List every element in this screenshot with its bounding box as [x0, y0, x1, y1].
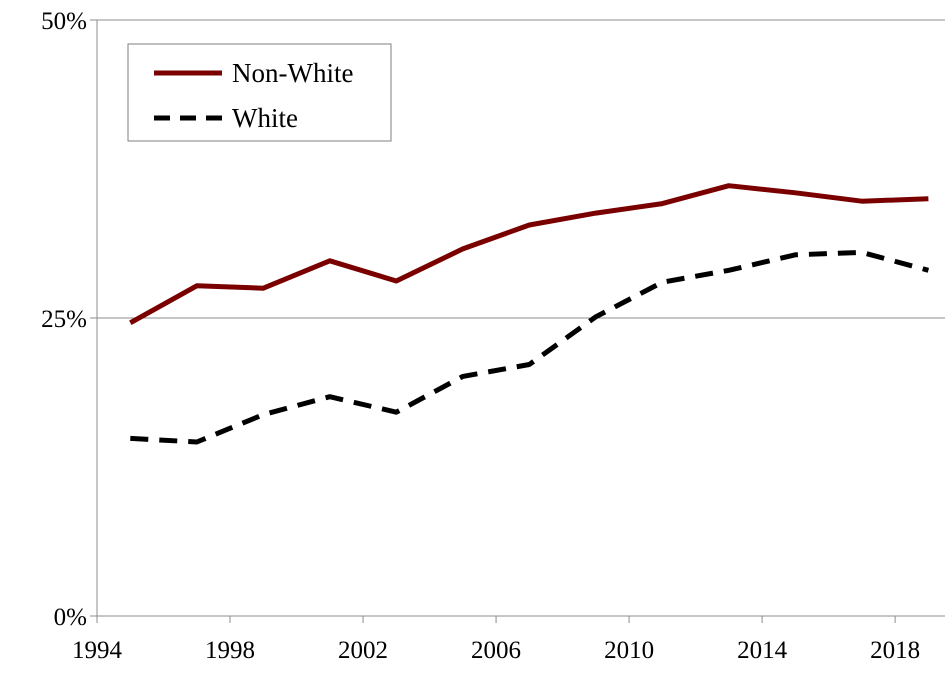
x-tick-label: 2002	[338, 637, 388, 664]
x-tick-label: 1998	[205, 637, 255, 664]
legend-box	[127, 43, 392, 142]
x-tick-label: 2014	[737, 637, 788, 664]
axes: 0% 25% 50% 1994 1998 2002 2006 2010 2014 2018	[41, 8, 945, 664]
x-tick-label: 1994	[72, 637, 123, 664]
y-tick-label: 0%	[54, 604, 87, 631]
series-line-white	[130, 249, 930, 445]
series	[129, 183, 930, 445]
x-tick-label: 2018	[870, 637, 920, 664]
x-tick-label: 2010	[604, 637, 654, 664]
y-tick-label: 50%	[41, 8, 87, 35]
legend-label-non-white: Non-White	[232, 58, 353, 88]
y-tick-label: 25%	[41, 306, 87, 333]
legend-label-white: White	[232, 103, 298, 133]
series-line-non-white	[129, 183, 929, 325]
x-tick-label: 2006	[471, 637, 521, 664]
legend: Non-White White	[127, 43, 392, 142]
gridlines	[97, 19, 945, 319]
